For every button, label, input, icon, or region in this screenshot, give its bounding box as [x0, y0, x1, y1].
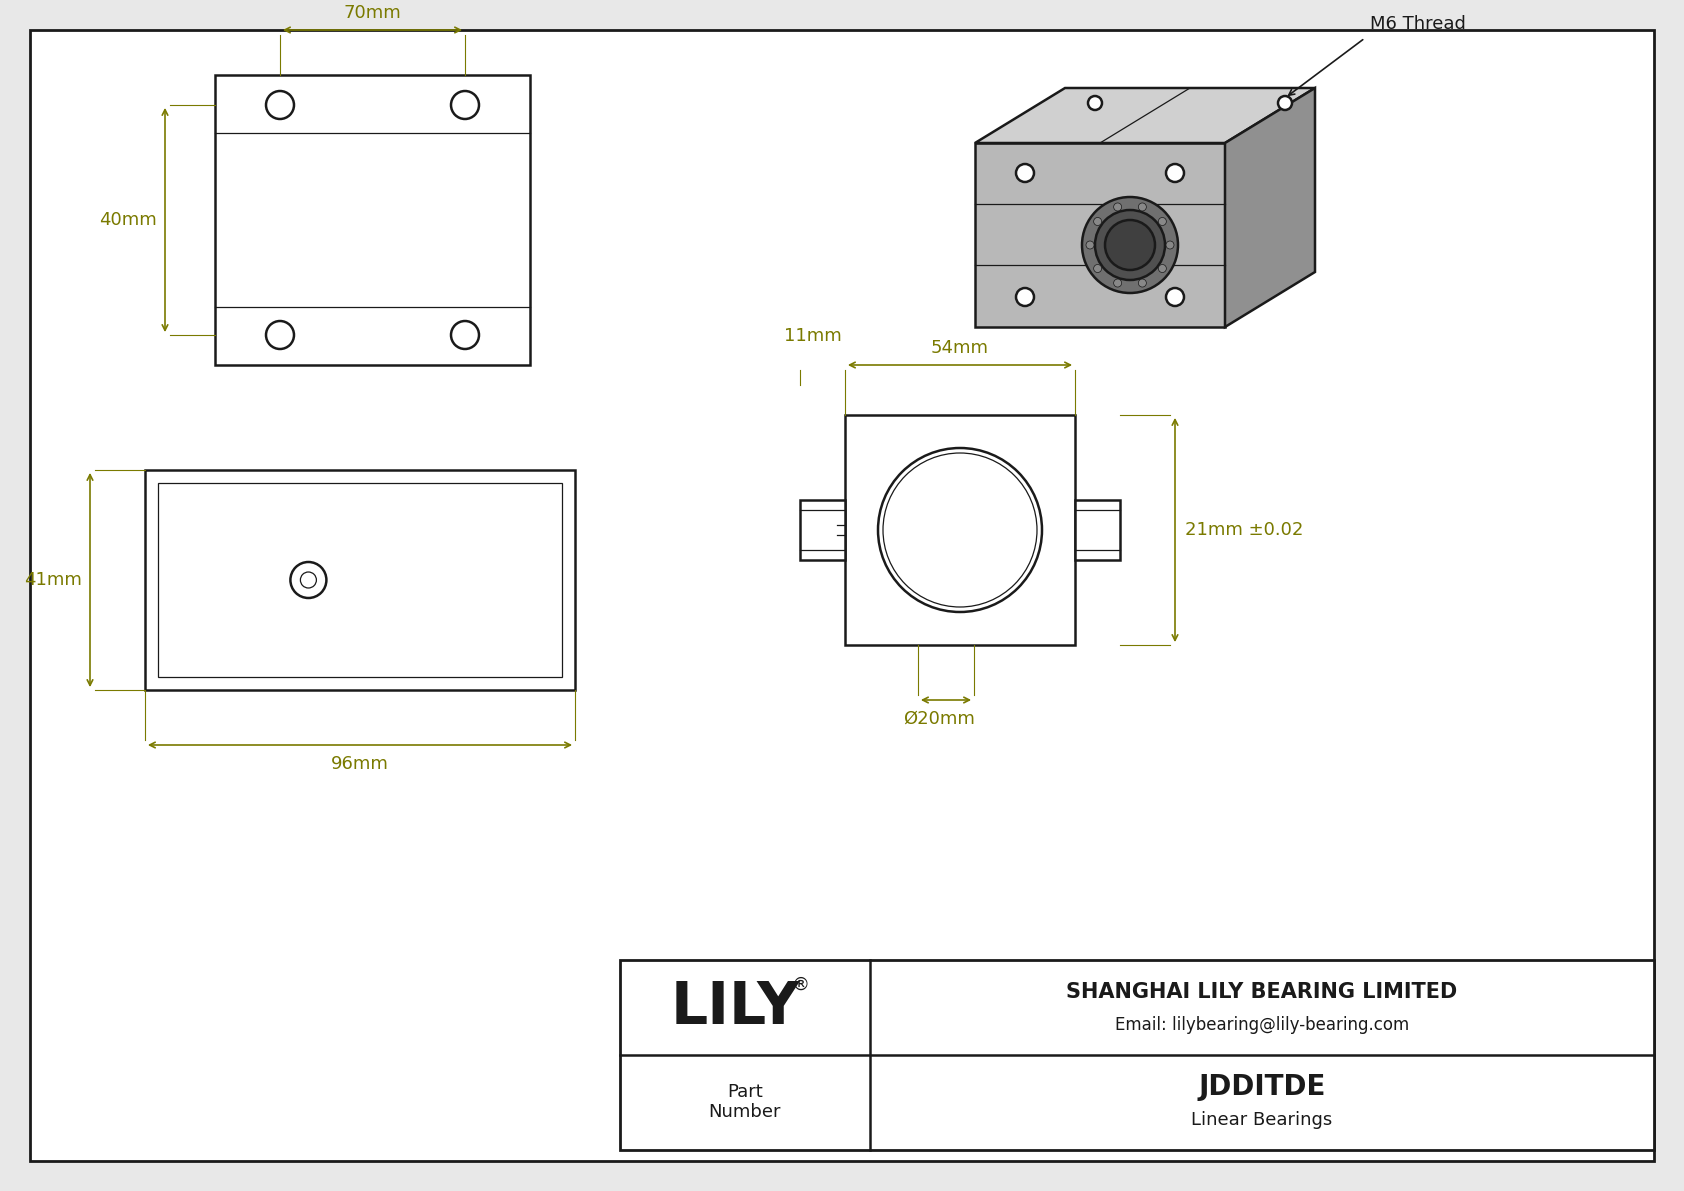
- Circle shape: [877, 448, 1042, 612]
- FancyBboxPatch shape: [800, 500, 845, 560]
- Text: 40mm: 40mm: [99, 211, 157, 229]
- Circle shape: [1086, 241, 1095, 249]
- Text: 70mm: 70mm: [344, 4, 401, 21]
- Text: 41mm: 41mm: [24, 570, 83, 590]
- Circle shape: [1105, 220, 1155, 270]
- FancyBboxPatch shape: [845, 414, 1074, 646]
- Circle shape: [1278, 96, 1292, 110]
- Circle shape: [898, 468, 1022, 592]
- Text: 21mm ±0.02: 21mm ±0.02: [1186, 520, 1303, 540]
- Circle shape: [882, 453, 1037, 607]
- Polygon shape: [1224, 88, 1315, 328]
- Circle shape: [1159, 218, 1167, 225]
- Circle shape: [1165, 288, 1184, 306]
- Text: JDDITDE: JDDITDE: [1199, 1073, 1325, 1100]
- Text: Part
Number: Part Number: [709, 1083, 781, 1122]
- Circle shape: [1015, 288, 1034, 306]
- Circle shape: [1165, 241, 1174, 249]
- FancyBboxPatch shape: [158, 484, 562, 676]
- Circle shape: [266, 91, 295, 119]
- Circle shape: [1159, 264, 1167, 273]
- Circle shape: [300, 572, 317, 588]
- Text: Email: lilybearing@lily-bearing.com: Email: lilybearing@lily-bearing.com: [1115, 1016, 1410, 1034]
- Circle shape: [1138, 202, 1147, 211]
- FancyBboxPatch shape: [30, 30, 1654, 1161]
- Circle shape: [1138, 279, 1147, 287]
- Circle shape: [1095, 210, 1165, 280]
- Polygon shape: [975, 143, 1224, 328]
- Circle shape: [1083, 197, 1179, 293]
- FancyBboxPatch shape: [216, 75, 530, 364]
- Text: Linear Bearings: Linear Bearings: [1191, 1111, 1332, 1129]
- Circle shape: [290, 562, 327, 598]
- Text: SHANGHAI LILY BEARING LIMITED: SHANGHAI LILY BEARING LIMITED: [1066, 983, 1458, 1002]
- Circle shape: [1113, 279, 1122, 287]
- Text: M6 Thread: M6 Thread: [1371, 15, 1465, 33]
- Circle shape: [1093, 218, 1101, 225]
- Polygon shape: [975, 88, 1315, 143]
- Text: Ø20mm: Ø20mm: [903, 710, 975, 728]
- Circle shape: [1088, 96, 1101, 110]
- Text: 96mm: 96mm: [332, 755, 389, 773]
- Circle shape: [1113, 202, 1122, 211]
- Text: LILY: LILY: [670, 979, 800, 1035]
- Circle shape: [266, 322, 295, 349]
- Circle shape: [1015, 164, 1034, 182]
- FancyBboxPatch shape: [1074, 500, 1120, 560]
- FancyBboxPatch shape: [145, 470, 574, 690]
- Text: ®: ®: [791, 975, 808, 994]
- Circle shape: [1165, 164, 1184, 182]
- Text: 54mm: 54mm: [931, 339, 989, 357]
- Circle shape: [1093, 264, 1101, 273]
- Circle shape: [451, 322, 478, 349]
- Circle shape: [451, 91, 478, 119]
- Circle shape: [918, 488, 1002, 572]
- Text: 11mm: 11mm: [785, 328, 842, 345]
- FancyBboxPatch shape: [620, 960, 1654, 1151]
